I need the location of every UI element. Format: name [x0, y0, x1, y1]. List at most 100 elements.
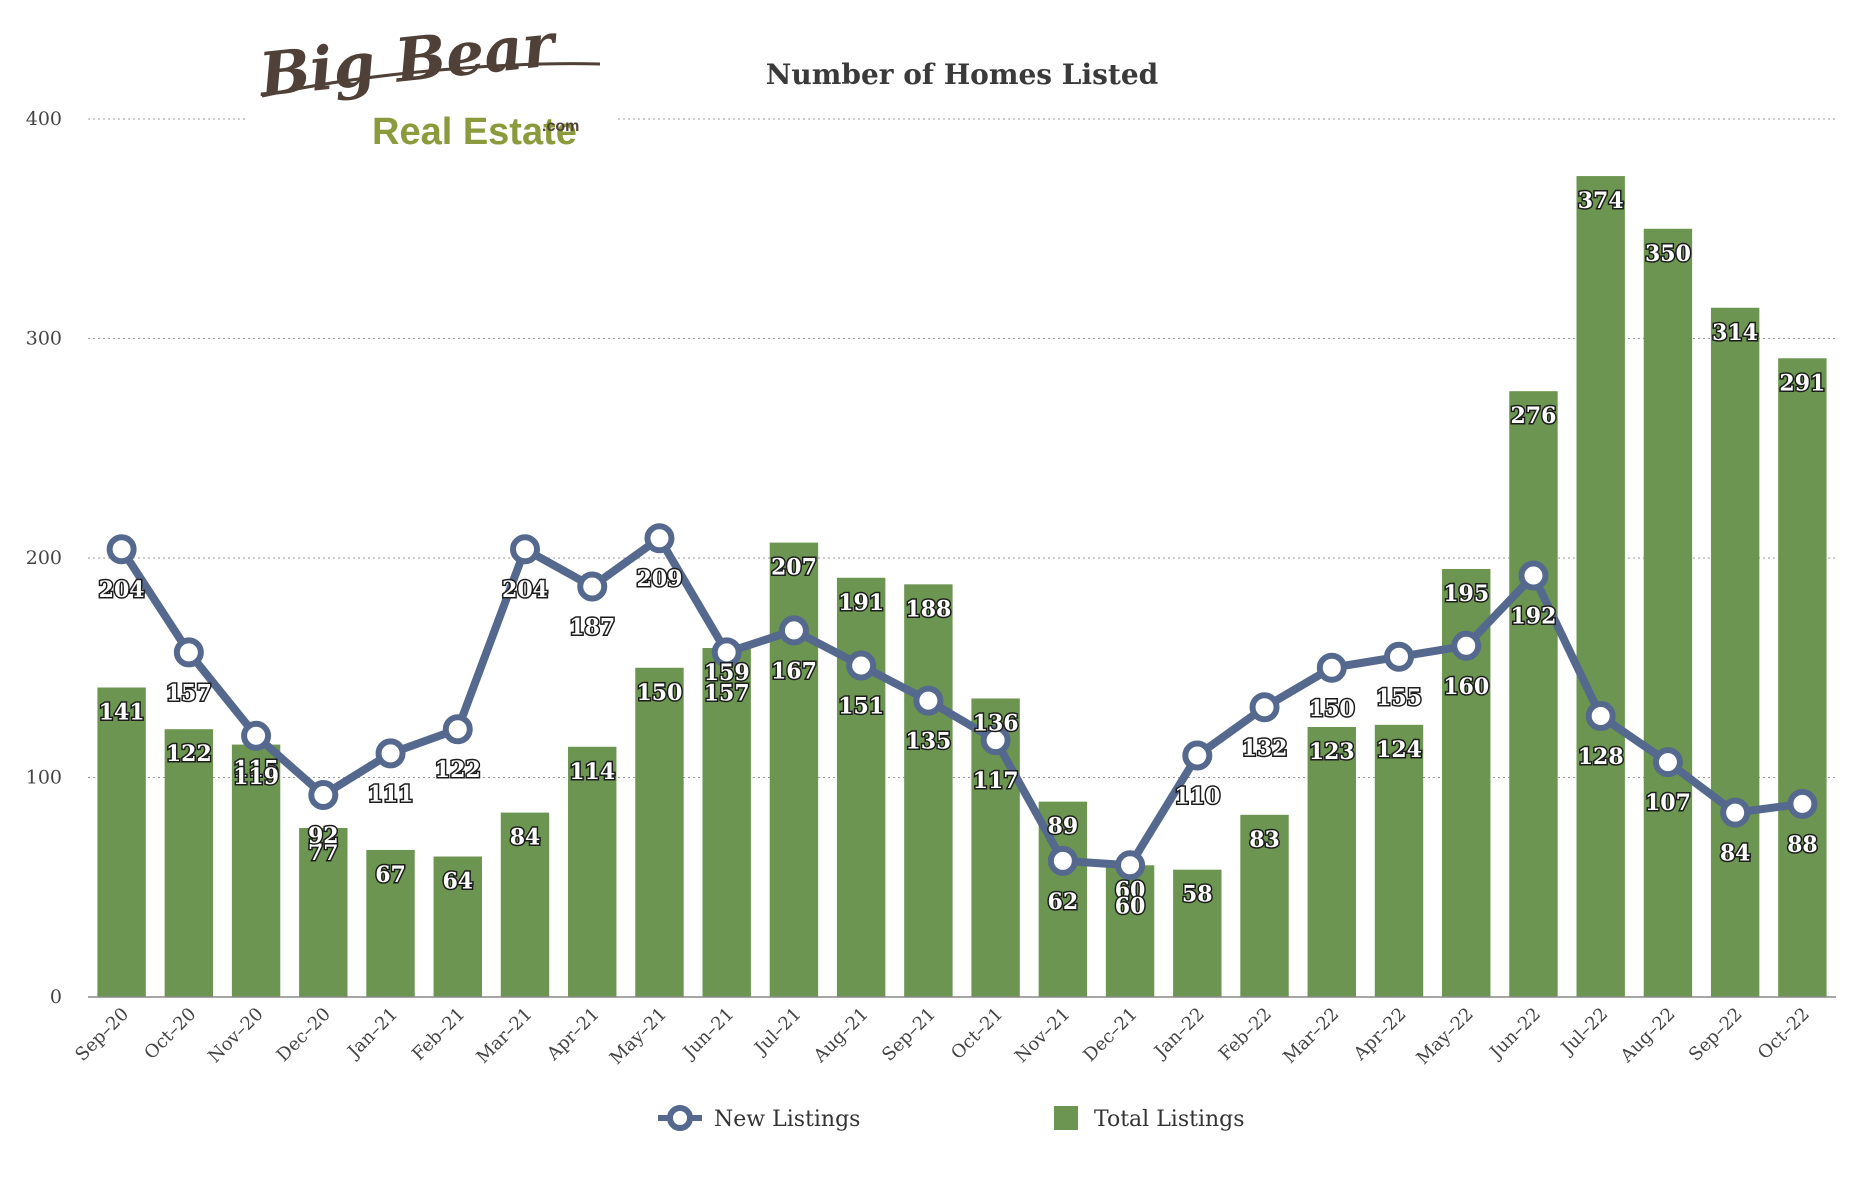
- legend-bar-swatch: [1054, 1106, 1078, 1130]
- line-value-label-Sep-20: 204: [99, 577, 145, 603]
- line-point-Oct-21: [980, 725, 1011, 756]
- bar-value-label-Feb-21: 64: [442, 869, 473, 895]
- legend-label-total-listings: Total Listings: [1094, 1107, 1245, 1132]
- line-point-Mar-22: [1316, 652, 1347, 683]
- line-value-label-Jul-21: 167: [771, 658, 817, 684]
- line-value-label-Apr-22: 155: [1376, 685, 1422, 711]
- bar-Jul-22: [1576, 176, 1625, 997]
- line-point-Jul-21: [778, 615, 809, 646]
- bar-Aug-22: [1643, 228, 1693, 997]
- bar-value-label-Apr-21: 114: [569, 759, 615, 785]
- line-value-label-Sep-21: 135: [905, 729, 951, 755]
- x-tick-label-Jan-21: Jan–21: [342, 1004, 402, 1064]
- bar-value-label-Jan-21: 67: [375, 862, 406, 888]
- bar-value-label-Sep-22: 314: [1712, 320, 1758, 346]
- bar-value-label-Oct-22: 291: [1779, 370, 1825, 396]
- bar-value-label-Apr-22: 124: [1376, 737, 1422, 763]
- bar-value-label-Aug-22: 350: [1645, 241, 1691, 267]
- line-point-Dec-21: [1115, 850, 1146, 881]
- line-value-label-Aug-22: 107: [1645, 790, 1691, 816]
- bar-Oct-22: [1778, 358, 1827, 997]
- x-tick-label-Feb-22: Feb–22: [1215, 1004, 1276, 1065]
- line-point-Jan-21: [375, 738, 406, 769]
- line-point-Jun-21: [711, 637, 742, 668]
- legend: New Listings Total Listings: [658, 1105, 1245, 1132]
- logo-line2: Real Estate: [372, 111, 577, 153]
- line-point-Sep-21: [913, 685, 944, 716]
- line-value-label-May-21: 209: [636, 566, 682, 592]
- bar-Sep-22: [1710, 307, 1760, 997]
- x-tick-label-Nov-20: Nov–20: [204, 1004, 267, 1067]
- line-value-label-Mar-22: 150: [1309, 696, 1355, 722]
- line-point-May-22: [1451, 630, 1482, 661]
- bar-value-label-May-22: 195: [1443, 581, 1489, 607]
- x-tick-label-Oct-20: Oct–20: [140, 1004, 200, 1064]
- legend-item-total-listings: Total Listings: [1054, 1106, 1245, 1132]
- line-value-label-Jun-21: 157: [704, 680, 750, 706]
- y-tick-label-300: 300: [26, 328, 62, 350]
- line-point-Jun-22: [1518, 560, 1549, 591]
- line-value-label-Jan-22: 110: [1174, 784, 1220, 810]
- x-tick-label-Dec-21: Dec–21: [1079, 1004, 1141, 1066]
- x-tick-label-Feb-21: Feb–21: [408, 1004, 469, 1065]
- bar-Nov-20: [231, 744, 281, 997]
- line-point-Dec-20: [308, 780, 339, 811]
- line-point-Mar-21: [510, 534, 540, 565]
- bar-Sep-20: [97, 687, 146, 997]
- bar-value-label-Nov-20: 115: [233, 757, 279, 783]
- line-point-Aug-21: [846, 650, 877, 681]
- x-tick-label-Mar-22: Mar–22: [1279, 1004, 1343, 1068]
- logo-background: [248, 40, 618, 160]
- y-tick-label-200: 200: [26, 547, 62, 569]
- chart-title: Number of Homes Listed: [766, 58, 1158, 91]
- line-value-label-Jun-22: 192: [1510, 604, 1556, 630]
- line-value-label-Feb-22: 132: [1242, 735, 1288, 761]
- line-value-label-Nov-20: 119: [233, 764, 279, 790]
- y-tick-label-0: 0: [50, 986, 62, 1008]
- line-point-Apr-21: [577, 571, 608, 602]
- x-tick-label-Oct-22: Oct–22: [1754, 1004, 1814, 1064]
- bar-value-label-Jul-22: 374: [1578, 188, 1624, 214]
- bar-value-label-Sep-20: 141: [99, 700, 145, 726]
- legend-item-new-listings: New Listings: [658, 1105, 860, 1132]
- bar-value-label-Oct-20: 122: [166, 741, 212, 767]
- bar-value-label-Aug-21: 191: [838, 590, 884, 616]
- bar-Mar-21: [500, 812, 550, 997]
- x-tick-label-Mar-21: Mar–21: [472, 1004, 536, 1068]
- x-tick-label-Sep-20: Sep–20: [71, 1004, 133, 1066]
- bar-Feb-21: [433, 856, 482, 997]
- x-tick-label-Nov-21: Nov–21: [1011, 1004, 1074, 1067]
- line-value-label-May-22: 160: [1443, 674, 1489, 700]
- line-point-Jul-22: [1585, 701, 1616, 732]
- line-value-label-Dec-20: 92: [308, 823, 339, 849]
- x-tick-label-Aug-22: Aug–22: [1616, 1004, 1680, 1068]
- line-value-label-Dec-21: 60: [1115, 893, 1146, 919]
- line-point-May-21: [644, 523, 675, 554]
- x-tick-label-Jul-22: Jul–22: [1556, 1004, 1612, 1060]
- bar-Apr-21: [568, 746, 617, 997]
- bar-Feb-22: [1240, 814, 1289, 997]
- line-value-label-Jan-21: 111: [368, 781, 414, 807]
- x-tick-label-Sep-22: Sep–22: [1685, 1004, 1747, 1066]
- line-point-Aug-22: [1652, 747, 1683, 778]
- line-value-label-Sep-22: 84: [1720, 841, 1751, 867]
- line-point-Sep-22: [1720, 797, 1751, 828]
- bar-value-label-Dec-20: 77: [308, 840, 339, 866]
- x-tick-label-Jun-22: Jun–22: [1485, 1004, 1545, 1064]
- line-point-Nov-20: [241, 720, 272, 751]
- y-tick-label-400: 400: [26, 108, 62, 130]
- bar-Jun-22: [1509, 391, 1558, 997]
- x-tick-label-Apr-22: Apr–22: [1349, 1004, 1411, 1066]
- line-value-label-Aug-21: 151: [838, 694, 884, 720]
- bar-Aug-21: [836, 577, 886, 997]
- line-point-Feb-21: [442, 714, 473, 745]
- legend-marker-swatch: [667, 1105, 693, 1131]
- x-tick-label-Aug-21: Aug–21: [809, 1004, 873, 1068]
- bar-value-label-Jul-21: 207: [771, 555, 817, 581]
- line-point-Oct-22: [1787, 788, 1818, 819]
- x-tick-label-Oct-21: Oct–21: [947, 1004, 1007, 1064]
- bar-value-label-Jun-22: 276: [1510, 403, 1556, 429]
- line-point-Feb-22: [1249, 692, 1280, 723]
